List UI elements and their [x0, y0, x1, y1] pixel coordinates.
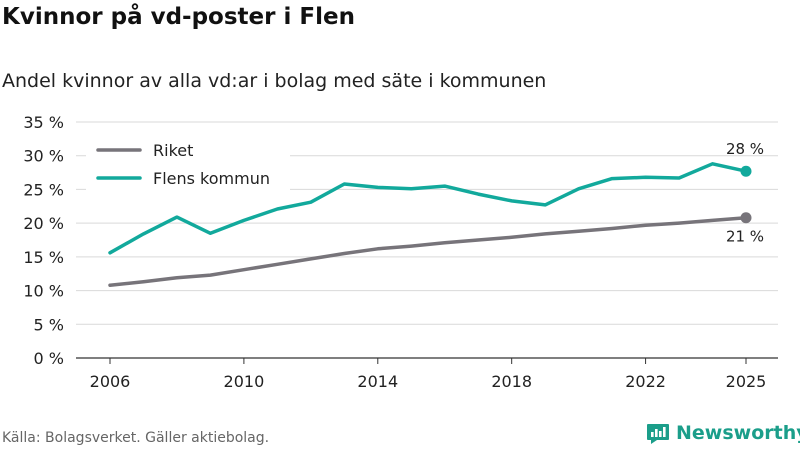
end-marker-flen [740, 165, 752, 177]
newsworthy-logo-icon [647, 424, 669, 444]
end-label-riket: 21 % [726, 228, 764, 246]
legend-background [86, 136, 290, 194]
brand[interactable]: Newsworthy [646, 421, 800, 445]
series-lines: 21 % 28 % [108, 140, 764, 287]
legend-label-flen: Flens kommun [153, 169, 270, 188]
legend: Riket Flens kommun [86, 136, 290, 194]
x-tick-label: 2018 [491, 372, 532, 391]
y-tick-label: 35 % [23, 113, 64, 132]
chart-subtitle: Andel kvinnor av alla vd:ar i bolag med … [2, 70, 547, 92]
y-tick-label: 25 % [23, 180, 64, 199]
y-tick-label: 10 % [23, 282, 64, 301]
y-tick-label: 15 % [23, 248, 64, 267]
series-line-flen [108, 162, 748, 255]
series-line-riket [108, 215, 748, 287]
y-tick-label: 30 % [23, 147, 64, 166]
source-note: Källa: Bolagsverket. Gäller aktiebolag. [2, 430, 270, 446]
y-axis: 0 % 5 % 10 % 15 % 20 % 25 % 30 % 35 % [23, 113, 64, 368]
x-tick-label: 2025 [726, 372, 767, 391]
x-tick-label: 2022 [625, 372, 666, 391]
chart-title: Kvinnor på vd-poster i Flen [2, 4, 355, 30]
legend-label-riket: Riket [153, 141, 193, 160]
x-tick-label: 2010 [224, 372, 265, 391]
end-label-flen: 28 % [726, 140, 764, 158]
x-tick-label: 2014 [357, 372, 398, 391]
brand-name: Newsworthy [676, 422, 800, 444]
x-axis: 2006 2010 2014 2018 2022 2025 [90, 358, 767, 391]
y-tick-label: 20 % [23, 214, 64, 233]
end-marker-riket [740, 212, 752, 224]
y-tick-label: 0 % [34, 349, 64, 368]
x-tick-label: 2006 [90, 372, 131, 391]
y-tick-label: 5 % [34, 315, 64, 334]
